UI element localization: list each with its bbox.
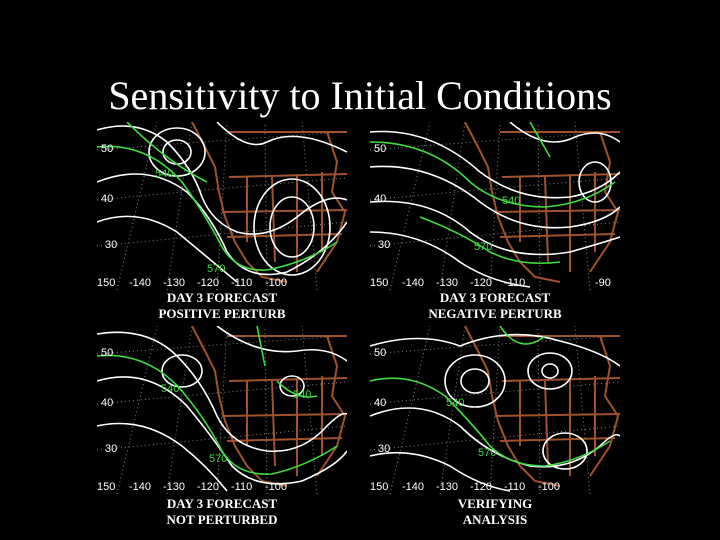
lat-label: 50 xyxy=(374,143,386,155)
lon-label: -120 xyxy=(197,481,219,493)
height-contour-map: 50 40 30 150 -140 -130 -120 -110 -100 54… xyxy=(97,326,347,494)
coastline-borders xyxy=(191,122,347,283)
contour-label: 570 xyxy=(209,453,227,465)
coastline-borders xyxy=(464,326,620,487)
green-height-contours xyxy=(370,122,616,265)
height-contour-map: 50 40 30 150 -140 -130 -120 -110 -100 54… xyxy=(370,326,620,494)
white-height-contours xyxy=(97,122,347,283)
green-height-contours xyxy=(97,122,338,271)
panel-caption: DAY 3 FORECAST NOT PERTURBED xyxy=(166,496,278,527)
height-contour-map: 50 40 30 150 -140 -130 -120 -110 -100 54… xyxy=(97,122,347,290)
lon-label: -100 xyxy=(265,277,287,289)
lon-label: -120 xyxy=(470,277,492,289)
lat-label: 50 xyxy=(101,347,113,359)
lon-label: -100 xyxy=(265,481,287,493)
lat-label: 40 xyxy=(374,397,386,409)
lat-label: 30 xyxy=(378,443,390,455)
lon-label: -100 xyxy=(538,481,560,493)
lat-label: 50 xyxy=(101,143,113,155)
panel-caption: DAY 3 FORECAST NEGATIVE PERTURB xyxy=(428,290,562,321)
lon-label: -130 xyxy=(436,277,458,289)
contour-label: 540 xyxy=(155,168,173,180)
lon-label: -140 xyxy=(129,277,151,289)
contour-label: 570 xyxy=(207,263,225,275)
lon-label: -110 xyxy=(504,481,525,493)
lon-label: 150 xyxy=(370,277,388,289)
map-panel-negative-perturb: 50 40 30 150 -140 -130 -120 -110 -90 540… xyxy=(370,122,620,290)
lon-label: -140 xyxy=(129,481,151,493)
lon-label: 150 xyxy=(370,481,388,493)
green-height-contours xyxy=(97,326,338,475)
green-height-contours xyxy=(370,326,611,467)
contour-label: 540 xyxy=(161,383,179,395)
slide-title: Sensitivity to Initial Conditions xyxy=(108,73,612,118)
map-panel-not-perturbed: 50 40 30 150 -140 -130 -120 -110 -100 54… xyxy=(97,326,347,494)
height-contour-map: 50 40 30 150 -140 -130 -120 -110 -90 540… xyxy=(370,122,620,290)
lon-label: -120 xyxy=(470,481,492,493)
map-panel-verifying-analysis: 50 40 30 150 -140 -130 -120 -110 -100 54… xyxy=(370,326,620,494)
white-height-contours xyxy=(370,333,620,492)
lon-label: -110 xyxy=(231,481,252,493)
panel-caption: VERIFYING ANALYSIS xyxy=(457,496,533,527)
lon-label: 150 xyxy=(97,481,115,493)
lon-label: -120 xyxy=(197,277,219,289)
lat-label: 30 xyxy=(105,443,117,455)
lon-label: -110 xyxy=(504,277,525,289)
lon-label: -140 xyxy=(402,277,424,289)
lat-label: 30 xyxy=(378,239,390,251)
lon-label: -110 xyxy=(231,277,252,289)
lon-label: -130 xyxy=(163,481,185,493)
lat-label: 40 xyxy=(101,193,113,205)
coastline-borders xyxy=(464,122,620,283)
contour-label: 540 xyxy=(446,397,464,409)
contour-label: 570 xyxy=(474,241,492,253)
lat-label: 50 xyxy=(374,347,386,359)
lon-label: -130 xyxy=(436,481,458,493)
lon-label: 150 xyxy=(97,277,115,289)
contour-label: 570 xyxy=(478,447,496,459)
lat-label: 40 xyxy=(101,397,113,409)
map-panel-positive-perturb: 50 40 30 150 -140 -130 -120 -110 -100 54… xyxy=(97,122,347,290)
lon-label: -90 xyxy=(595,277,611,289)
lon-label: -130 xyxy=(163,277,185,289)
lon-label: -140 xyxy=(402,481,424,493)
contour-label: 540 xyxy=(502,195,520,207)
lat-label: 40 xyxy=(374,193,386,205)
panel-caption: DAY 3 FORECAST POSITIVE PERTURB xyxy=(158,290,286,321)
lat-label: 30 xyxy=(105,239,117,251)
white-height-contours xyxy=(370,122,620,288)
white-height-contours xyxy=(97,326,347,492)
contour-label: 540 xyxy=(293,389,311,401)
